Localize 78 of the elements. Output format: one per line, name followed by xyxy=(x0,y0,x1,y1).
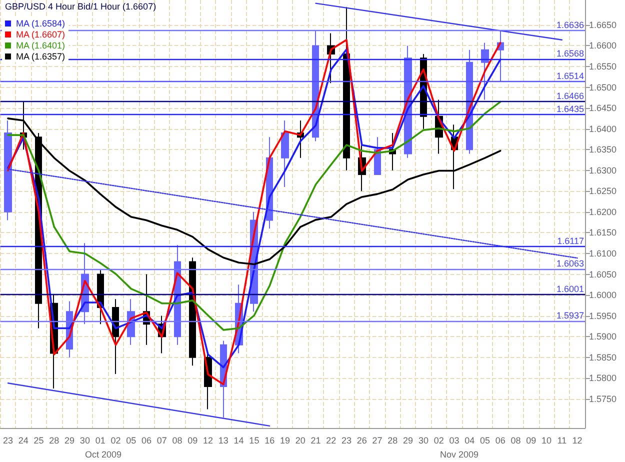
legend-label: MA (1.6357) xyxy=(16,52,66,62)
x-tick-label: 04 xyxy=(464,436,475,446)
ref-line-label: 1.6568 xyxy=(556,48,584,59)
x-tick-label: 16 xyxy=(264,436,275,446)
y-tick-label: 1.6350 xyxy=(589,144,617,155)
candlestick xyxy=(112,298,119,374)
ref-line-label: 1.6466 xyxy=(556,90,584,101)
ref-line-label: 1.6001 xyxy=(556,284,584,294)
candlestick xyxy=(281,120,289,188)
x-tick-label: 05 xyxy=(480,436,490,446)
y-tick-label: 1.6600 xyxy=(589,40,617,51)
y-tick-label: 1.6450 xyxy=(589,103,617,114)
y-tick-label: 1.6500 xyxy=(589,82,617,92)
ref-line-label: 1.5937 xyxy=(556,310,584,321)
y-tick-label: 1.6300 xyxy=(589,165,617,176)
candlestick xyxy=(4,120,12,221)
chart-title: GBP/USD 4 Hour Bid/1 Hour (1.6607) xyxy=(5,2,156,12)
x-tick-label: 30 xyxy=(418,436,428,446)
y-tick-label: 1.6200 xyxy=(589,206,617,217)
x-tick-label: 19 xyxy=(280,436,290,446)
x-tick-label: 29 xyxy=(403,436,414,446)
ref-line-label: 1.6636 xyxy=(556,20,584,30)
ref-line-label: 1.6435 xyxy=(556,104,584,114)
line-series xyxy=(7,100,502,331)
text: Oct 2009 xyxy=(85,450,122,460)
x-tick-label: 20 xyxy=(295,436,306,446)
x-tick-label: 13 xyxy=(218,436,228,446)
x-tick-label: 23 xyxy=(2,436,14,446)
x-tick-label: 22 xyxy=(326,436,336,446)
x-tick-label: 14 xyxy=(234,436,244,446)
x-tick-label: 12 xyxy=(572,436,582,446)
x-tick-label: 11 xyxy=(557,436,567,446)
x-tick-label: 27 xyxy=(372,436,382,446)
y-tick-label: 1.5900 xyxy=(589,332,617,342)
x-tick-label: 21 xyxy=(310,436,321,446)
y-tick-label: 1.6250 xyxy=(589,186,617,196)
ref-line-label: 1.6117 xyxy=(557,236,584,246)
x-tick-label: 15 xyxy=(249,436,260,446)
x-tick-label: 09 xyxy=(526,436,536,446)
x-tick-label: 03 xyxy=(449,436,460,446)
x-tick-label: 10 xyxy=(542,436,552,446)
y-tick-label: 1.5750 xyxy=(589,394,617,404)
x-tick-label: 28 xyxy=(49,436,60,446)
x-tick-label: 08 xyxy=(510,436,521,446)
x-tick-label: 06 xyxy=(495,436,506,446)
y-tick-label: 1.6100 xyxy=(589,248,617,258)
x-tick-label: 08 xyxy=(172,436,182,446)
y-tick-label: 1.5950 xyxy=(589,310,617,321)
x-tick-label: 29 xyxy=(64,436,75,446)
x-tick-label: 07 xyxy=(156,436,167,446)
x-tick-label: 25 xyxy=(34,436,44,446)
x-tick-label: 05 xyxy=(126,436,136,446)
y-tick-label: 1.6400 xyxy=(589,124,617,134)
x-tick-label: 23 xyxy=(342,436,352,446)
ref-line-label: 1.6063 xyxy=(556,258,584,268)
x-tick-label: 30 xyxy=(80,436,90,446)
legend-label: MA (1.6401) xyxy=(16,40,66,50)
y-tick-label: 1.6000 xyxy=(589,290,617,300)
text: Nov 2009 xyxy=(440,450,479,460)
x-tick-label: 26 xyxy=(356,436,367,446)
x-tick-label: 09 xyxy=(188,436,198,446)
ref-line-label: 1.6514 xyxy=(556,70,584,81)
y-tick-label: 1.6150 xyxy=(589,228,617,238)
x-tick-label: 02 xyxy=(110,436,121,446)
x-tick-label: 01 xyxy=(95,436,106,446)
legend-label: MA (1.6607) xyxy=(16,30,66,40)
legend-label: MA (1.6584) xyxy=(16,18,66,28)
x-tick-label: 02 xyxy=(434,436,444,446)
y-tick-label: 1.6050 xyxy=(589,269,617,280)
x-tick-label: 24 xyxy=(18,436,28,446)
x-tick-label: 12 xyxy=(203,436,214,446)
y-tick-label: 1.5800 xyxy=(589,373,617,384)
x-tick-label: 28 xyxy=(388,436,398,446)
y-tick-label: 1.6550 xyxy=(589,61,617,72)
y-tick-label: 1.5850 xyxy=(589,352,617,362)
candlestick xyxy=(481,42,489,100)
y-tick-label: 1.6650 xyxy=(589,20,617,30)
x-tick-label: 06 xyxy=(141,436,152,446)
